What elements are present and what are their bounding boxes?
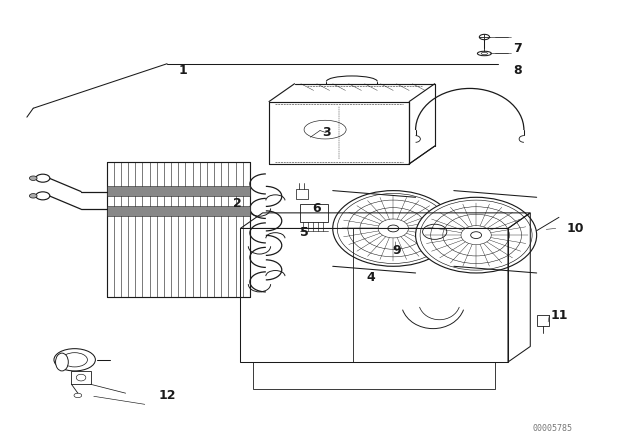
Bar [537,315,549,327]
Text: 8: 8 [513,64,522,77]
Ellipse shape [415,197,537,273]
Ellipse shape [62,353,88,367]
Text: 1: 1 [179,64,188,77]
Ellipse shape [477,51,492,56]
Ellipse shape [54,349,95,371]
Bar [296,189,308,198]
Ellipse shape [36,174,50,182]
Ellipse shape [479,34,490,40]
Ellipse shape [36,192,50,200]
Bar [106,186,250,196]
Text: 6: 6 [312,202,321,215]
Bar [106,207,250,216]
Ellipse shape [470,232,481,238]
Text: 2: 2 [233,198,241,211]
Text: 11: 11 [550,309,568,322]
Bar [300,204,328,222]
Text: 00005785: 00005785 [532,424,573,433]
Text: 10: 10 [566,222,584,235]
Ellipse shape [388,225,399,232]
Ellipse shape [333,190,454,266]
Text: 5: 5 [300,226,308,239]
Text: 7: 7 [513,42,522,55]
Text: 3: 3 [322,126,331,139]
Text: 4: 4 [367,271,375,284]
Text: 12: 12 [158,389,176,402]
Ellipse shape [29,176,37,181]
Bar [72,371,91,384]
Ellipse shape [29,194,37,198]
Ellipse shape [481,52,488,55]
Text: 9: 9 [392,244,401,257]
Ellipse shape [56,353,68,371]
